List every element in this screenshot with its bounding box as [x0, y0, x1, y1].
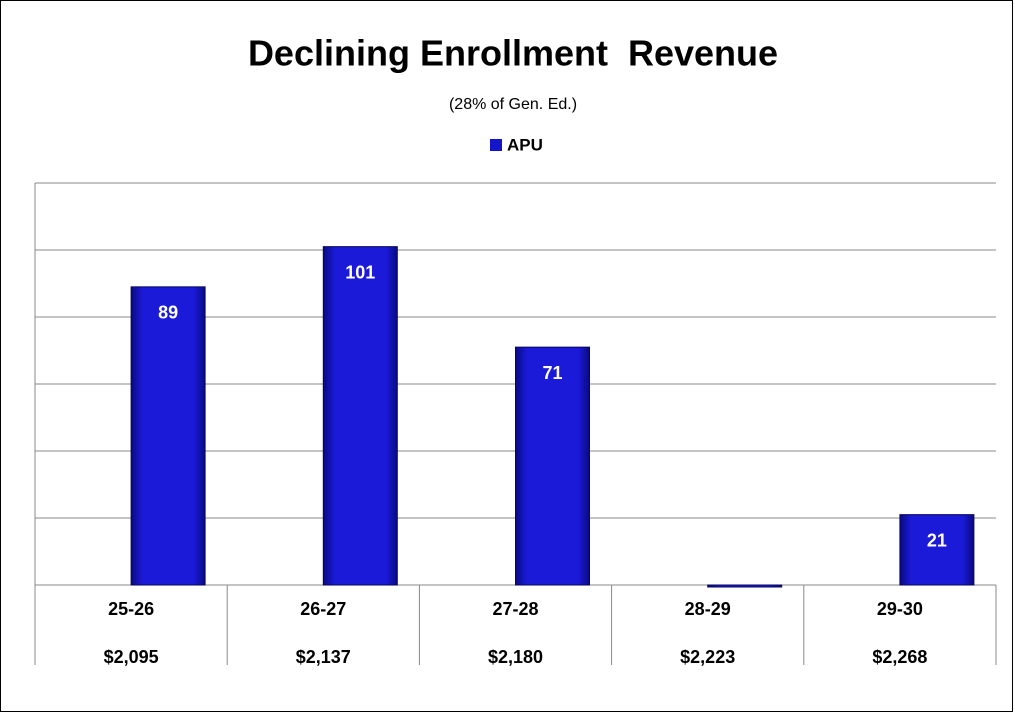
legend-swatch: [490, 139, 502, 151]
bar: [707, 584, 783, 588]
revenue-label: $2,180: [488, 647, 543, 667]
data-label: 89: [158, 303, 178, 323]
x-tick-label: 25-26: [108, 599, 154, 619]
data-label: 21: [927, 530, 947, 550]
legend-label: APU: [507, 135, 543, 154]
x-tick-label: 28-29: [685, 599, 731, 619]
chart-subtitle: (28% of Gen. Ed.): [449, 96, 577, 113]
bar: [130, 286, 206, 586]
revenue-label: $2,268: [872, 647, 927, 667]
revenue-label: $2,137: [296, 647, 351, 667]
x-tick-label: 27-28: [492, 599, 538, 619]
data-label: 71: [542, 363, 562, 383]
revenue-label: $2,223: [680, 647, 735, 667]
x-tick-label: 29-30: [877, 599, 923, 619]
x-tick-label: 26-27: [300, 599, 346, 619]
revenue-label: $2,095: [104, 647, 159, 667]
data-label: 101: [345, 262, 375, 282]
bar: [322, 246, 398, 586]
bar: [515, 346, 590, 586]
bar: [899, 514, 975, 586]
chart-title: Declining Enrollment Revenue: [248, 33, 778, 74]
